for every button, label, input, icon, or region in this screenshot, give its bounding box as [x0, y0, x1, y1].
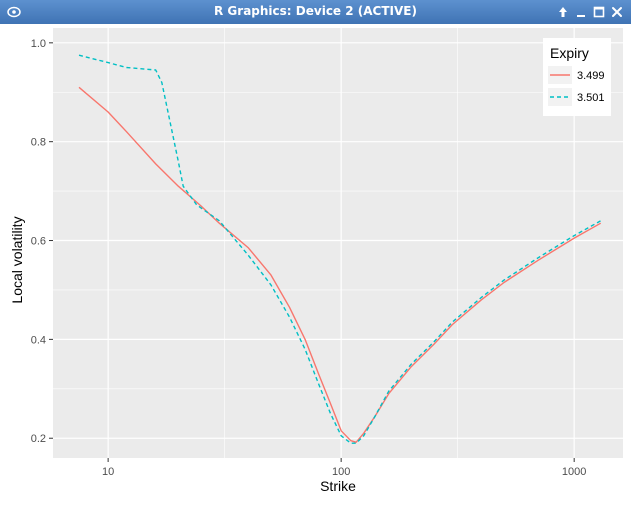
- legend-title: Expiry: [550, 45, 589, 61]
- legend-label-3.499: 3.499: [577, 70, 605, 82]
- y-tick-label-0: 0.2: [31, 433, 46, 445]
- close-icon[interactable]: [609, 4, 625, 20]
- x-tick-label-1: 100: [332, 466, 350, 478]
- window-title: R Graphics: Device 2 (ACTIVE): [214, 4, 417, 18]
- pin-icon[interactable]: [555, 4, 571, 20]
- grid-minor: [53, 28, 623, 458]
- minimize-icon[interactable]: [573, 4, 589, 20]
- x-tick-label-0: 10: [102, 466, 114, 478]
- axis-ticks: 10 100 1000 0.2 0.4 0.6 0.8 1.0: [31, 38, 587, 478]
- maximize-icon[interactable]: [591, 4, 607, 20]
- x-axis-title: Strike: [320, 478, 356, 494]
- y-tick-label-2: 0.6: [31, 236, 46, 248]
- plot-panel: [53, 28, 623, 458]
- plot-canvas: 10 100 1000 0.2 0.4 0.6 0.8 1.0 Strike Local vo…: [9, 28, 623, 494]
- legend-label-3.501: 3.501: [577, 92, 605, 104]
- x-tick-label-2: 1000: [562, 466, 586, 478]
- series-line-3.499: [78, 86, 602, 443]
- grid-major: [53, 28, 623, 458]
- title-bar[interactable]: R Graphics: Device 2 (ACTIVE): [0, 0, 631, 24]
- y-tick-label-3: 0.8: [31, 137, 46, 149]
- y-tick-label-1: 0.4: [31, 334, 46, 346]
- series-layer: [78, 54, 602, 444]
- y-tick-label-4: 1.0: [31, 38, 46, 50]
- r-graphics-app-icon[interactable]: [6, 4, 22, 20]
- y-axis-title: Local volatility: [9, 216, 25, 303]
- legend: Expiry 3.499 3.501: [543, 38, 611, 116]
